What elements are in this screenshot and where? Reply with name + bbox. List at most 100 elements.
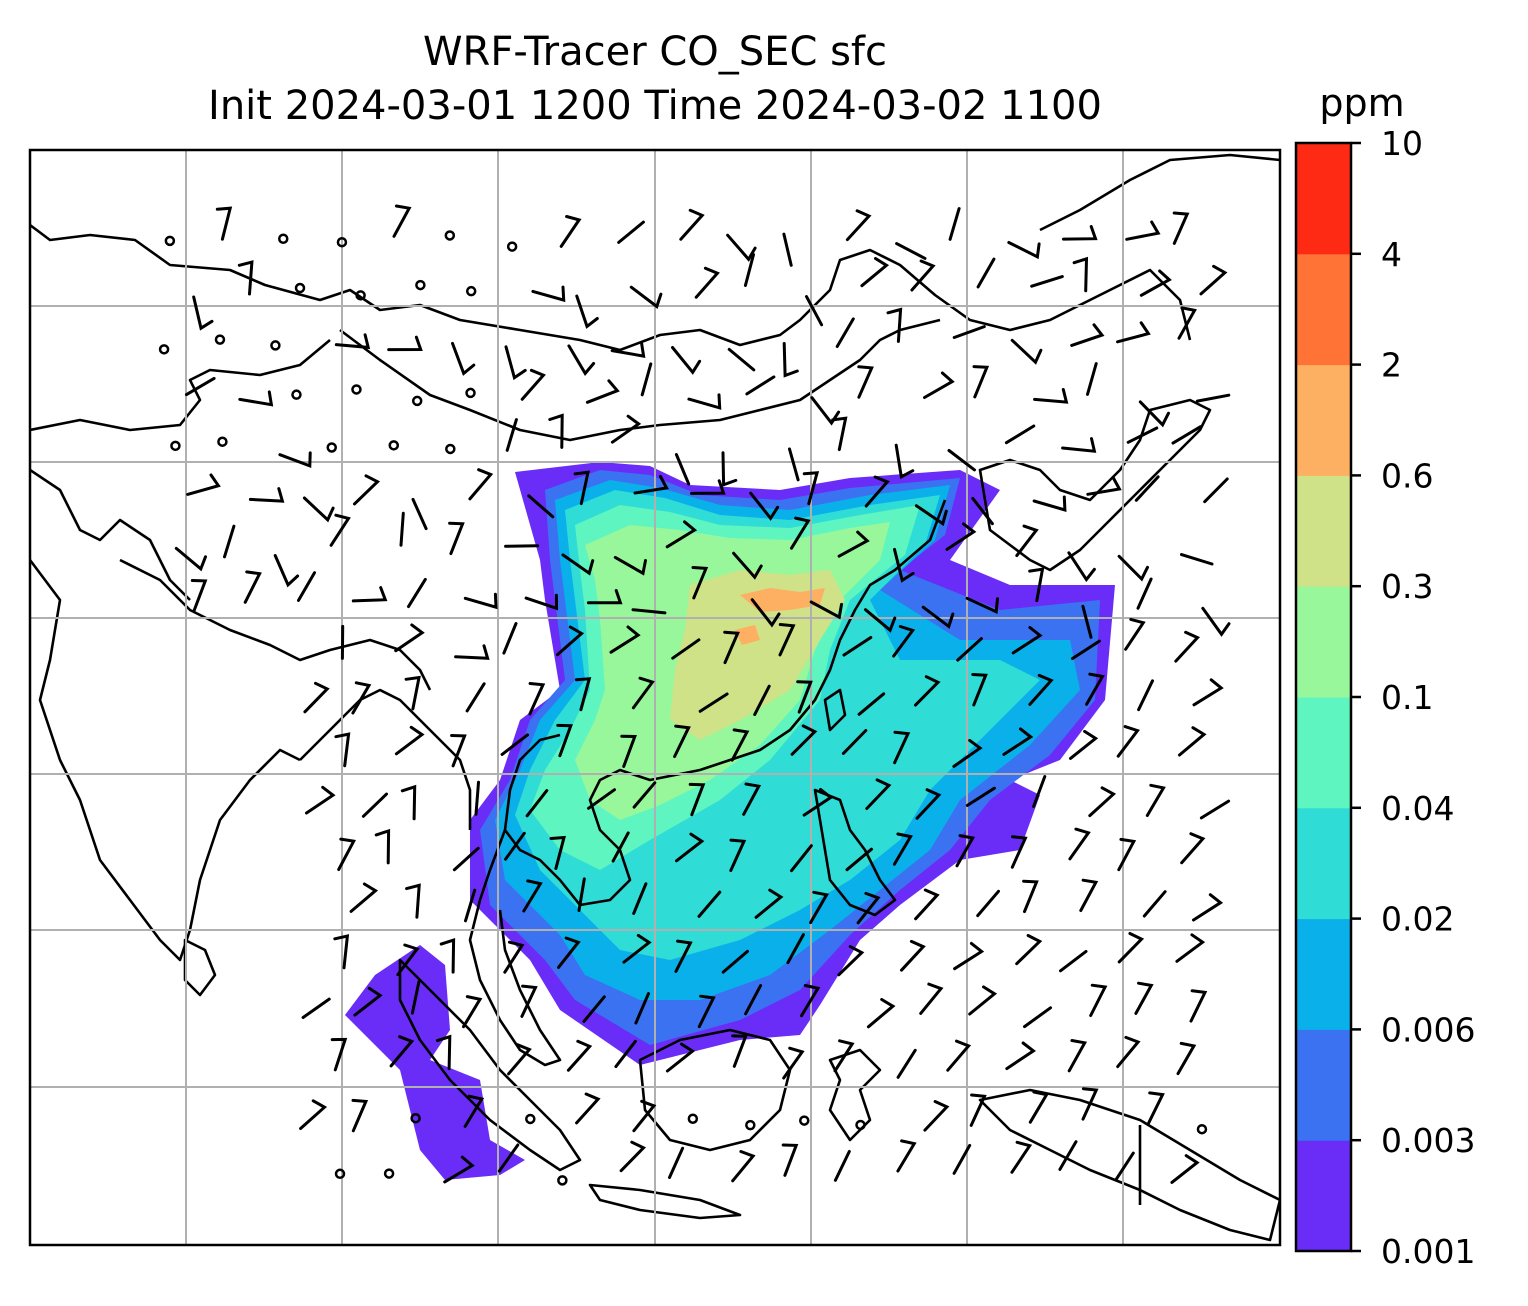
wind-barb	[865, 778, 892, 810]
wind-barb	[892, 832, 913, 866]
field-level-peak-spot	[735, 625, 760, 645]
wind-barb	[857, 365, 874, 399]
wind-calm-marker	[158, 344, 170, 355]
coastline-sulawesi	[828, 1048, 882, 1142]
wind-barb	[351, 586, 388, 603]
wind-barb	[301, 997, 331, 1019]
wind-barb	[921, 605, 955, 629]
wind-barb	[687, 393, 722, 410]
wind-barb	[1058, 1140, 1078, 1171]
wind-barb	[190, 579, 208, 613]
wind-barb	[837, 530, 870, 558]
wind-barb	[361, 792, 388, 818]
wind-barb	[389, 1035, 415, 1068]
colorbar-segment	[1296, 1029, 1351, 1141]
wind-barb	[502, 622, 518, 655]
wind-barb	[968, 985, 998, 1016]
wind-barb	[520, 368, 546, 401]
wind-barb	[1170, 1154, 1200, 1184]
wind-barb	[1028, 567, 1045, 603]
wind-barb	[1028, 673, 1054, 706]
colorbar-segment	[1296, 475, 1351, 587]
wind-barb	[330, 1037, 348, 1072]
wind-barb	[1005, 1041, 1036, 1071]
wind-barb	[617, 220, 645, 244]
wind-barb	[1015, 524, 1039, 558]
wind-barb	[1069, 729, 1099, 760]
wind-barb	[956, 637, 983, 662]
wind-barb	[900, 939, 926, 972]
wind-barb	[1081, 604, 1093, 639]
wind-barb	[674, 939, 693, 973]
wind-barb	[1117, 554, 1149, 582]
wind-calm-marker	[465, 387, 476, 399]
wind-barb	[730, 728, 750, 762]
wind-barb	[845, 847, 873, 872]
wind-barb	[694, 266, 720, 299]
wind-barb	[976, 257, 996, 289]
wind-calm-marker	[336, 236, 348, 248]
wind-barb	[1002, 727, 1034, 756]
coastline-borneo	[638, 1028, 792, 1152]
wind-barb	[566, 1039, 593, 1072]
wind-barb	[665, 520, 698, 549]
wind-barb	[809, 600, 843, 620]
wind-barb	[976, 889, 1000, 918]
wind-barb	[1116, 321, 1151, 344]
map-frame	[28, 148, 1282, 1247]
wind-barb	[1030, 275, 1064, 288]
wind-barb	[745, 375, 776, 396]
wind-barb	[1114, 1151, 1135, 1182]
wind-barb	[614, 1039, 637, 1069]
wind-barb	[1117, 932, 1145, 964]
wind-calm-marker	[1196, 1123, 1208, 1135]
wind-barb	[349, 882, 379, 913]
coastline-kamchatka	[1039, 153, 1280, 232]
wind-barb	[971, 673, 988, 707]
colorbar-tick-label: 0.04	[1381, 789, 1454, 828]
wind-barb	[965, 596, 999, 614]
wind-barb	[1004, 424, 1036, 445]
coastline-taiwan	[823, 688, 847, 732]
wind-barb	[1033, 388, 1069, 404]
wind-barb	[915, 788, 942, 820]
wind-barb	[781, 1143, 799, 1177]
wind-barb	[448, 521, 465, 556]
wind-barbs	[158, 204, 1231, 1186]
wind-barb	[802, 788, 834, 817]
wind-barb	[337, 837, 357, 871]
wind-barb	[837, 945, 865, 977]
wind-calm-marker	[355, 290, 366, 301]
wind-calm-marker	[506, 241, 518, 252]
wind-barb	[329, 513, 351, 547]
colorbar-segment	[1296, 143, 1351, 255]
wind-barb	[334, 732, 351, 768]
wind-calm-marker	[687, 1113, 699, 1124]
wind-barb	[754, 888, 784, 919]
wind-barb	[387, 335, 423, 352]
wind-barb	[577, 877, 586, 912]
wind-barb	[753, 684, 771, 717]
map-title-line-1: WRF-Tracer CO_SEC sfc	[422, 29, 888, 75]
colorbar-tick-label: 0.006	[1381, 1010, 1475, 1049]
wind-barb	[750, 598, 781, 628]
wind-calm-marker	[334, 1168, 346, 1180]
wind-barb	[856, 891, 881, 925]
wind-calm-marker	[855, 1119, 866, 1131]
wind-barb	[587, 788, 616, 810]
wind-barb	[810, 396, 841, 426]
wind-barb	[632, 1099, 657, 1133]
wind-barb	[1061, 437, 1097, 453]
wind-barb	[505, 418, 518, 452]
wind-barb	[567, 344, 596, 376]
wind-barb	[404, 675, 421, 711]
wind-barb	[500, 733, 529, 756]
wind-calm-marker	[415, 279, 426, 291]
wind-barb	[731, 1150, 756, 1183]
wind-barb	[223, 524, 236, 559]
coastline-china-east	[699, 499, 947, 772]
wind-barb	[399, 511, 405, 547]
wind-barb	[504, 544, 540, 548]
wind-barb	[629, 285, 663, 309]
